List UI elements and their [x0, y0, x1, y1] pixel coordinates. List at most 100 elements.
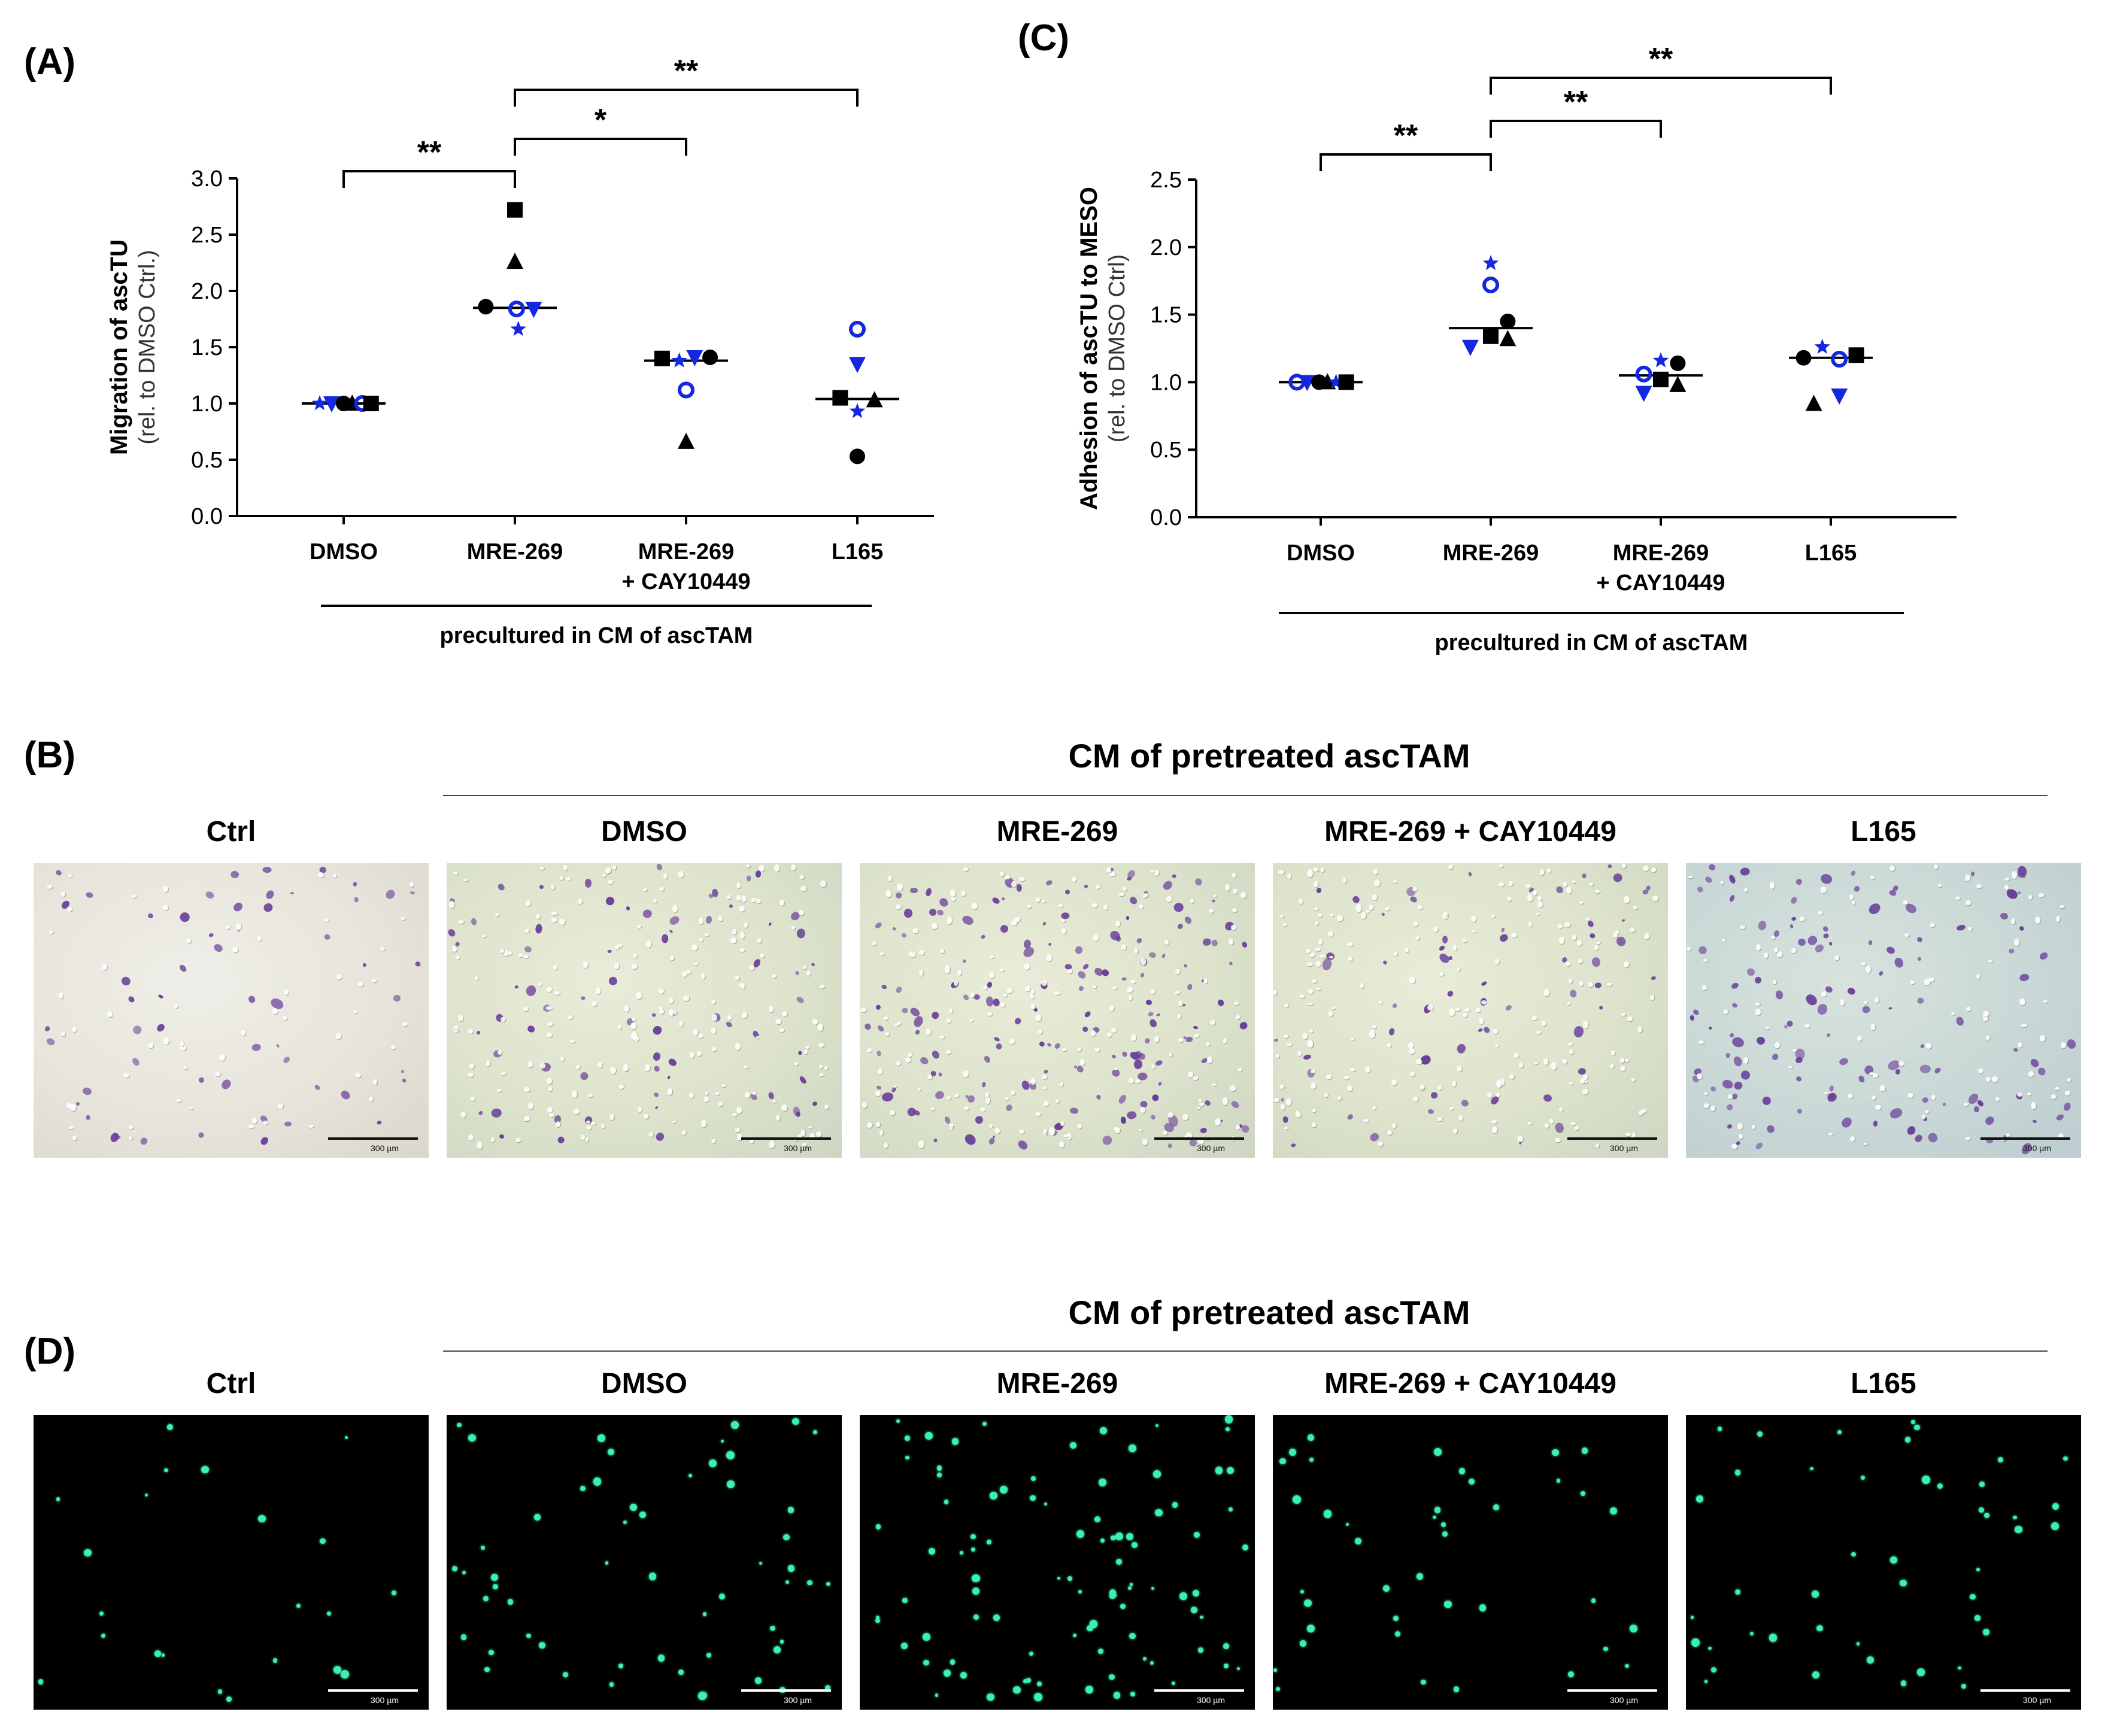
fluorescent-cell	[1029, 1652, 1033, 1656]
stained-cell	[1384, 907, 1390, 911]
stained-cell	[1312, 1122, 1316, 1128]
stained-cell	[636, 991, 642, 1000]
stained-cell	[1030, 1004, 1036, 1009]
stained-cell	[979, 1107, 986, 1112]
stained-cell	[1769, 882, 1775, 890]
stained-cell	[1408, 1042, 1414, 1049]
stained-cell	[703, 1097, 709, 1103]
fluorescent-cell	[1193, 1531, 1200, 1538]
fluorescent-cell	[1816, 1625, 1823, 1632]
stained-cell	[756, 899, 762, 904]
stained-cell	[1937, 884, 1942, 888]
fluorescent-cell	[1120, 1603, 1126, 1609]
stained-cell	[872, 941, 877, 945]
stained-cell	[1583, 1074, 1588, 1080]
stained-cell	[1607, 864, 1612, 869]
stained-cell	[1507, 896, 1512, 901]
stained-cell	[617, 943, 622, 948]
stained-cell	[1437, 1116, 1442, 1122]
fluorescent-cell	[925, 1431, 933, 1440]
stained-cell	[1096, 885, 1100, 890]
stained-cell	[1378, 1000, 1383, 1004]
stained-cell	[1049, 1127, 1055, 1136]
stained-cell	[597, 1061, 602, 1069]
fluorescent-cell	[1444, 1600, 1452, 1608]
stained-cell	[1966, 1136, 1971, 1140]
stained-cell	[1211, 899, 1216, 903]
fluorescent-cell	[1997, 1456, 2004, 1463]
stained-cell	[1878, 970, 1884, 976]
stained-cell	[1011, 921, 1017, 926]
stained-cell	[373, 1079, 378, 1085]
fluorescence-image-l165: 300 µm	[1686, 1415, 2081, 1710]
stained-cell	[1284, 1127, 1288, 1130]
stained-cell	[1839, 1115, 1854, 1130]
stained-cell	[497, 1088, 502, 1092]
stained-cell	[1053, 1042, 1061, 1051]
stained-cell	[732, 928, 737, 934]
stained-cell	[667, 1057, 678, 1068]
stained-cell	[69, 1125, 74, 1130]
stained-cell	[679, 1021, 684, 1027]
stained-cell	[2031, 1119, 2037, 1124]
stained-cell	[574, 1108, 580, 1115]
stained-cell	[1873, 1120, 1878, 1127]
stained-cell	[1951, 1012, 1955, 1015]
stained-cell	[1572, 880, 1576, 884]
stained-cell	[812, 1019, 818, 1025]
stained-cell	[1622, 863, 1627, 868]
fluorescent-cell	[1630, 1625, 1638, 1632]
stained-cell	[186, 938, 191, 943]
stained-cell	[547, 1107, 553, 1113]
stained-cell	[1728, 874, 1737, 885]
stained-cell	[1965, 875, 1970, 882]
stained-cell	[759, 865, 765, 872]
stained-cell	[1151, 1064, 1155, 1069]
stained-cell	[1472, 930, 1476, 933]
stained-cell	[803, 966, 807, 969]
stained-cell	[68, 906, 72, 912]
stained-cell	[1528, 921, 1533, 927]
stained-cell	[262, 1121, 268, 1125]
stained-cell	[1852, 885, 1861, 893]
stained-cell	[1456, 967, 1460, 971]
stained-cell	[559, 918, 565, 925]
stained-cell	[1409, 976, 1415, 984]
stained-cell	[600, 1124, 605, 1128]
stained-cell	[768, 1005, 774, 1012]
stained-cell	[1100, 968, 1111, 978]
stained-cell	[68, 875, 72, 878]
stained-cell	[1498, 882, 1504, 887]
stained-cell	[938, 1072, 943, 1078]
stained-cell	[964, 1106, 969, 1110]
stained-cell	[772, 973, 777, 978]
stained-cell	[668, 914, 681, 927]
stained-cell	[453, 871, 458, 875]
y-tick-label: 0.5	[1150, 438, 1182, 463]
stained-cell	[1059, 1082, 1064, 1087]
stained-cell	[1525, 884, 1531, 888]
stained-cell	[409, 882, 414, 887]
stained-cell	[380, 946, 386, 951]
stained-cell	[129, 1125, 134, 1129]
fluorescent-cell	[580, 1485, 586, 1492]
stained-cell	[1194, 877, 1204, 887]
stained-cell	[226, 925, 230, 929]
stained-cell	[262, 866, 272, 873]
stained-cell	[897, 1022, 902, 1025]
stained-cell	[1757, 919, 1767, 931]
stained-cell	[876, 1050, 882, 1057]
stained-cell	[1624, 961, 1630, 967]
stained-cell	[668, 1009, 674, 1016]
stained-cell	[697, 1034, 703, 1038]
stained-cell	[1595, 890, 1600, 893]
stained-cell	[1036, 897, 1041, 902]
stained-cell	[499, 1133, 505, 1139]
stained-cell	[499, 949, 505, 954]
stained-cell	[1794, 878, 1803, 886]
stained-cell	[1924, 1109, 1929, 1113]
stained-cell	[1640, 1109, 1646, 1113]
stained-cell	[535, 914, 540, 919]
fluorescent-cell	[1479, 1604, 1487, 1611]
stained-cell	[1060, 1121, 1064, 1126]
